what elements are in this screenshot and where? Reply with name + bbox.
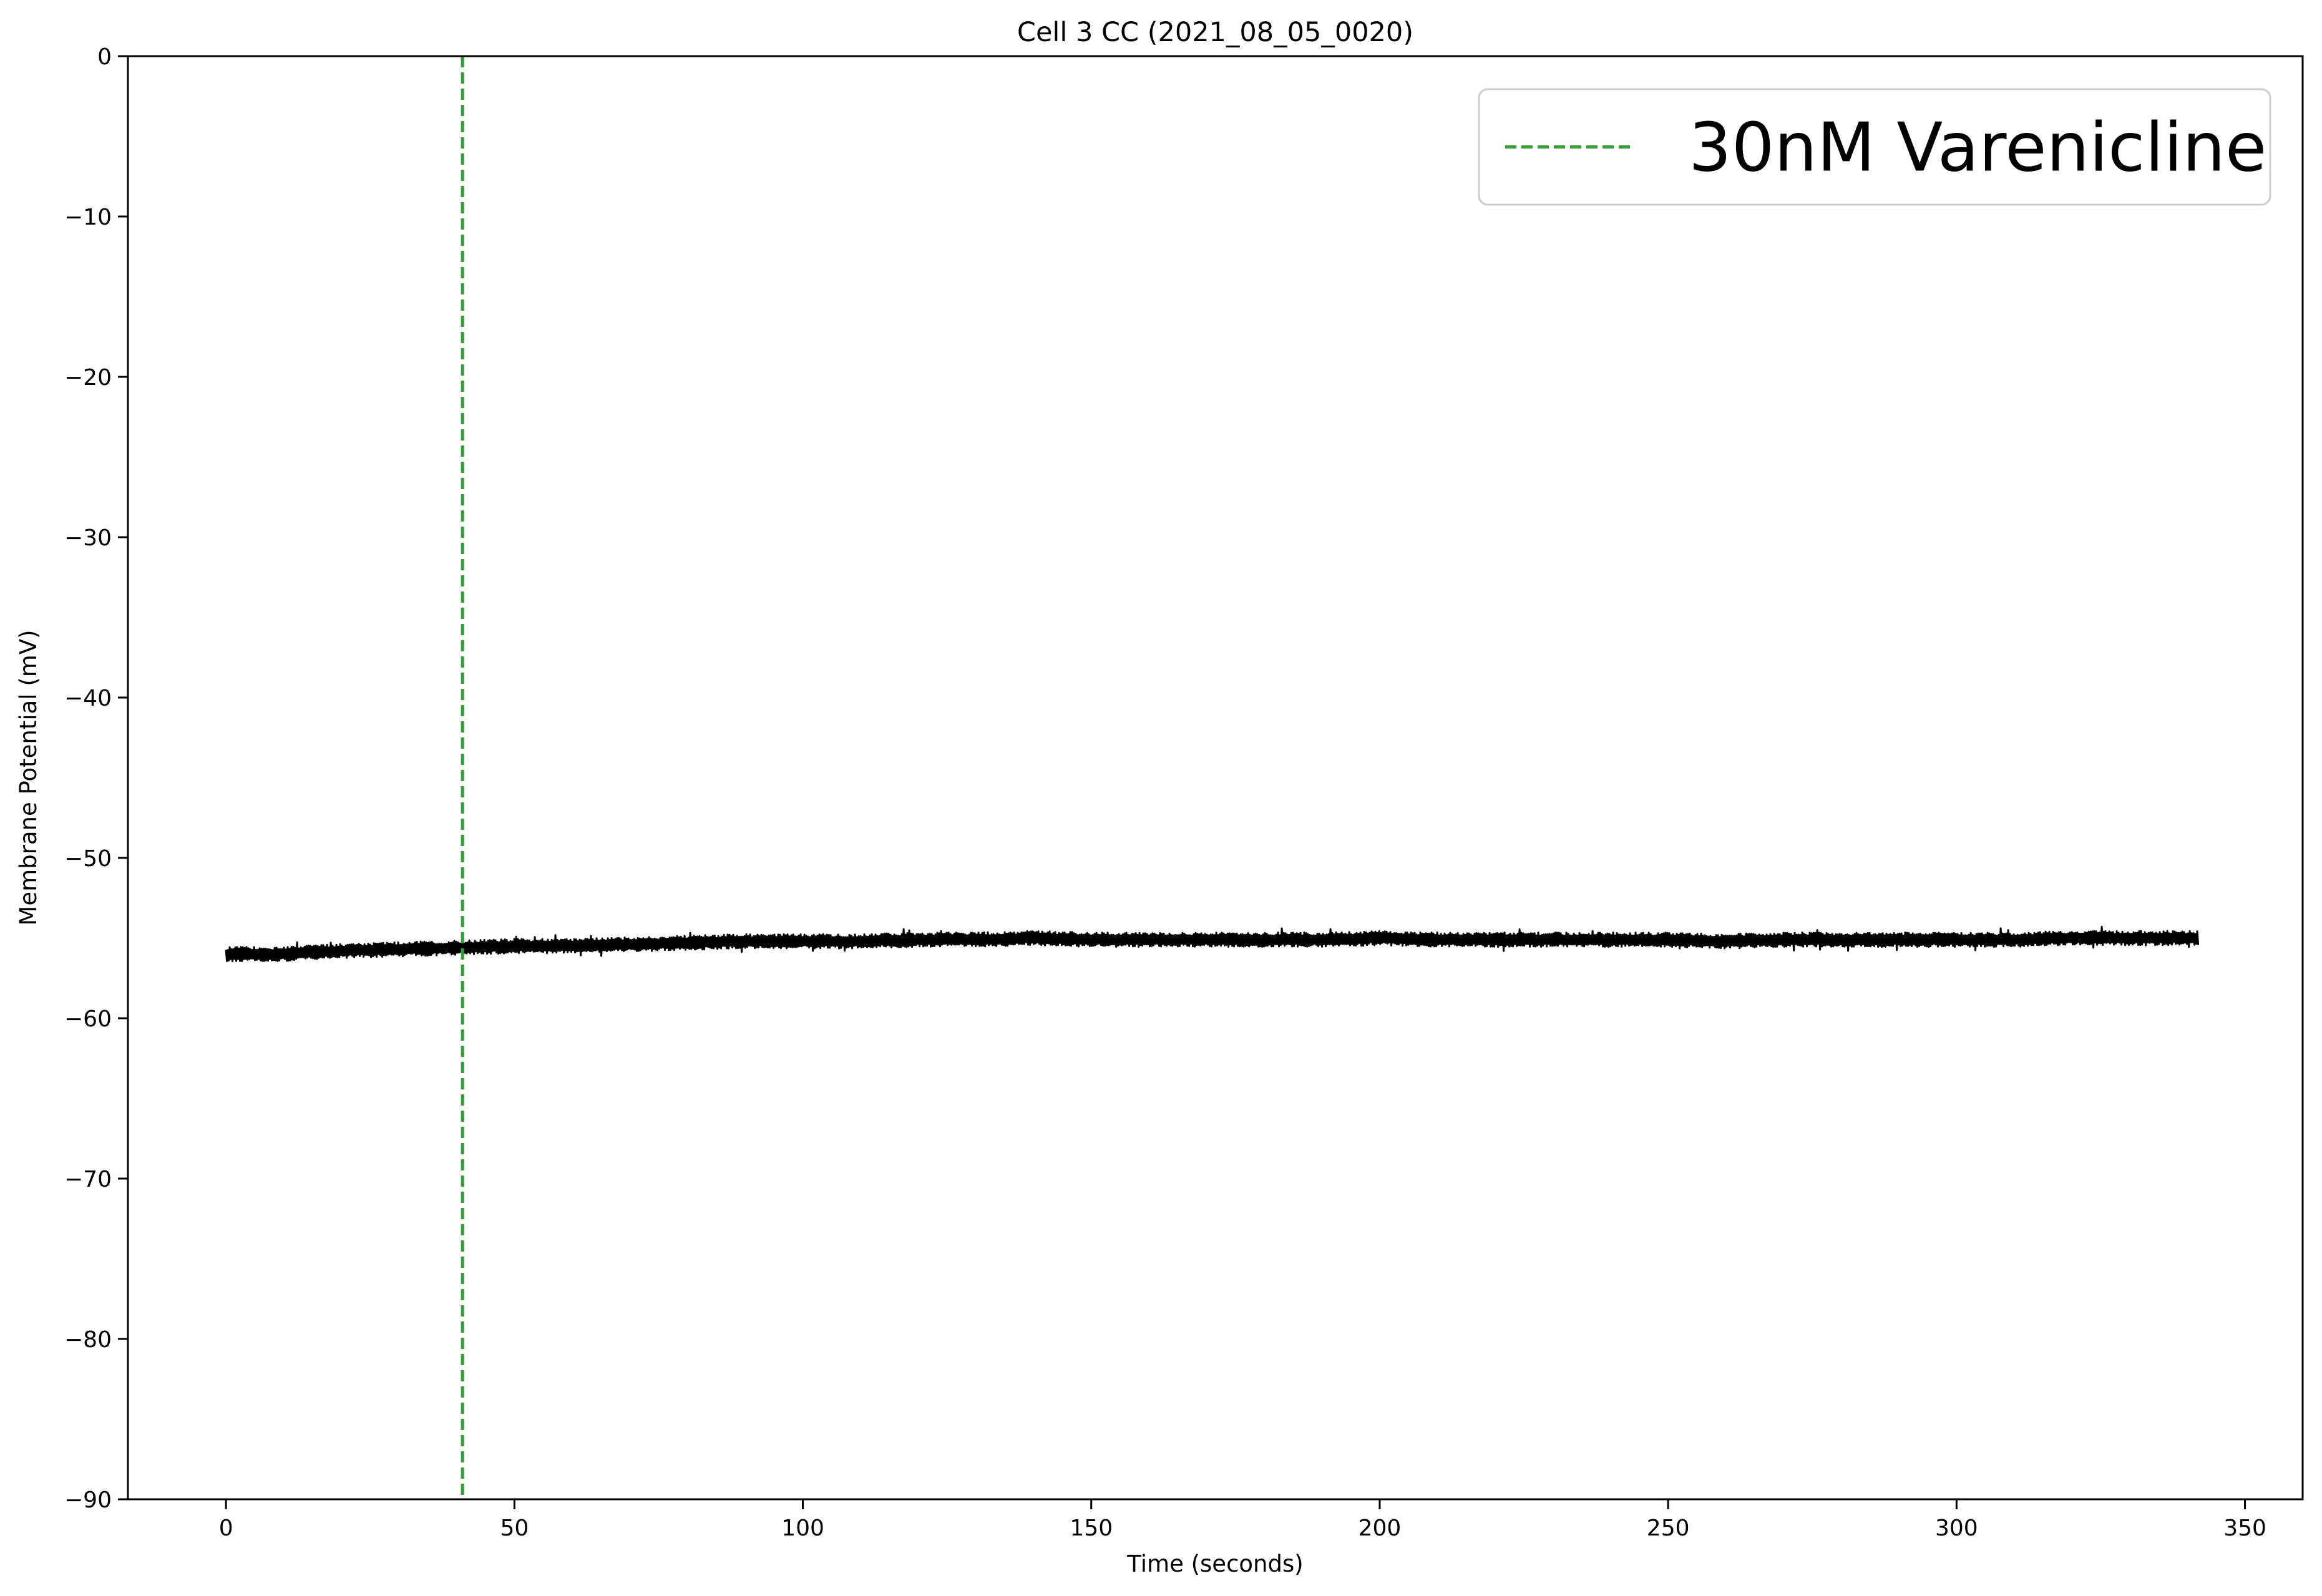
x-axis-label: Time (seconds) (1126, 1550, 1303, 1577)
x-tick-label: 50 (500, 1516, 529, 1541)
y-tick-label: −30 (64, 525, 112, 551)
x-tick-label: 350 (2223, 1516, 2266, 1541)
x-tick-label: 0 (219, 1516, 233, 1541)
series-line (225, 925, 2200, 963)
y-tick-label: −70 (64, 1167, 112, 1192)
y-tick-label: −10 (64, 205, 112, 230)
axes-frame (127, 55, 2304, 1501)
x-tick-label: 250 (1647, 1516, 1690, 1541)
y-axis: 0 −10 −20 −30 −40 −50 −60 −70 −80 −90 (64, 44, 128, 1513)
legend: 30nM Varenicline (1478, 88, 2271, 206)
plot-area (225, 56, 2200, 1499)
y-tick-label: −40 (64, 686, 112, 711)
y-tick-label: −60 (64, 1006, 112, 1032)
x-tick-label: 150 (1070, 1516, 1113, 1541)
y-axis-label: Membrane Potential (mV) (15, 630, 42, 925)
y-tick-label: 0 (97, 44, 112, 70)
chart-title: Cell 3 CC (2021_08_05_0020) (1017, 17, 1413, 48)
x-axis: 0 50 100 150 200 250 300 350 (219, 1499, 2266, 1541)
y-tick-label: −20 (64, 365, 112, 391)
legend-label: 30nM Varenicline (1689, 109, 2266, 187)
legend-frame (1478, 88, 2271, 206)
x-tick-label: 300 (1935, 1516, 1978, 1541)
x-tick-label: 200 (1359, 1516, 1402, 1541)
x-tick-label: 100 (781, 1516, 824, 1541)
y-tick-label: −50 (64, 846, 112, 872)
y-tick-label: −80 (64, 1327, 112, 1353)
y-tick-label: −90 (64, 1487, 112, 1513)
